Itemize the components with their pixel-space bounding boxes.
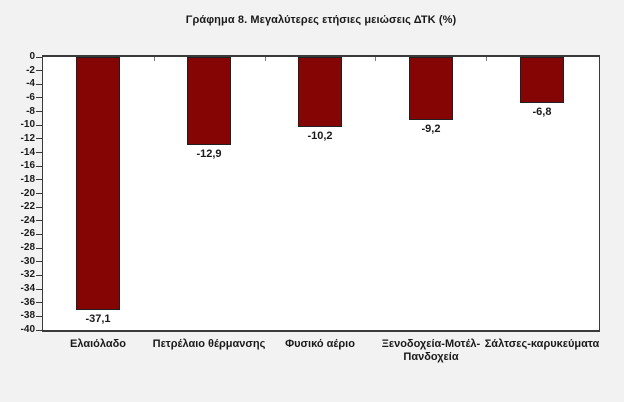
y-tick-label: -14 bbox=[20, 146, 35, 158]
y-tick-label: -4 bbox=[26, 78, 35, 90]
y-tick-mark bbox=[36, 83, 43, 85]
y-tick-mark bbox=[36, 56, 43, 58]
category-label: Ελαιόλαδο bbox=[70, 338, 126, 350]
y-tick-label: -30 bbox=[20, 255, 35, 267]
chart-title: Γράφημα 8. Μεγαλύτερες ετήσιες μειώσεις … bbox=[185, 14, 457, 26]
y-tick-mark bbox=[36, 274, 43, 276]
y-tick-label: -36 bbox=[20, 296, 35, 308]
y-tick-mark bbox=[36, 233, 43, 235]
y-tick-label: -8 bbox=[26, 105, 35, 117]
y-tick-label: -2 bbox=[26, 64, 35, 76]
category-label: Ξενοδοχεία-Μοτέλ-Πανδοχεία bbox=[381, 338, 481, 363]
y-tick-label: -34 bbox=[20, 283, 35, 295]
y-tick-mark bbox=[36, 220, 43, 222]
y-tick-label: -10 bbox=[20, 119, 35, 131]
bar-value-label: -10,2 bbox=[307, 130, 333, 142]
y-tick-label: -16 bbox=[20, 160, 35, 172]
y-tick-mark bbox=[36, 111, 43, 113]
y-tick-mark bbox=[36, 329, 43, 331]
bar bbox=[187, 57, 231, 145]
y-tick-label: -24 bbox=[20, 214, 35, 226]
y-tick-label: -12 bbox=[20, 132, 35, 144]
y-tick-label: -20 bbox=[20, 187, 35, 199]
category-separator-tick bbox=[486, 57, 487, 61]
y-tick-label: -18 bbox=[20, 173, 35, 185]
y-tick-mark bbox=[36, 97, 43, 99]
category-separator-tick bbox=[154, 57, 155, 61]
category-label: Σάλτσες-καρυκεύματα bbox=[484, 338, 600, 350]
y-tick-label: -38 bbox=[20, 310, 35, 322]
bar bbox=[520, 57, 564, 103]
category-label: Πετρέλαιο θέρμανσης bbox=[152, 338, 266, 350]
bar-value-label: -37,1 bbox=[85, 313, 111, 325]
y-tick-label: -22 bbox=[20, 201, 35, 213]
y-tick-mark bbox=[36, 288, 43, 290]
bar bbox=[409, 57, 453, 120]
category-separator-tick bbox=[265, 57, 266, 61]
bar-value-label: -6,8 bbox=[532, 106, 552, 118]
y-tick-mark bbox=[36, 124, 43, 126]
bar bbox=[76, 57, 120, 310]
y-tick-mark bbox=[36, 179, 43, 181]
y-tick-label: -28 bbox=[20, 242, 35, 254]
y-tick-mark bbox=[36, 152, 43, 154]
y-tick-mark bbox=[36, 138, 43, 140]
bar bbox=[298, 57, 342, 127]
bar-value-label: -9,2 bbox=[421, 123, 441, 135]
bar-value-label: -12,9 bbox=[196, 148, 222, 160]
category-separator-tick bbox=[375, 57, 376, 61]
y-tick-label: -26 bbox=[20, 228, 35, 240]
category-label: Φυσικό αέριο bbox=[285, 338, 355, 350]
y-tick-mark bbox=[36, 247, 43, 249]
y-tick-mark bbox=[36, 302, 43, 304]
y-tick-label: -6 bbox=[26, 91, 35, 103]
y-tick-mark bbox=[36, 206, 43, 208]
y-tick-mark bbox=[36, 193, 43, 194]
y-tick-mark bbox=[36, 261, 43, 263]
y-tick-label: 0 bbox=[29, 51, 35, 62]
y-tick-label: -40 bbox=[20, 324, 35, 335]
y-tick-mark bbox=[36, 315, 43, 317]
y-tick-mark bbox=[36, 165, 43, 167]
y-tick-mark bbox=[36, 70, 43, 72]
y-tick-label: -32 bbox=[20, 269, 35, 281]
